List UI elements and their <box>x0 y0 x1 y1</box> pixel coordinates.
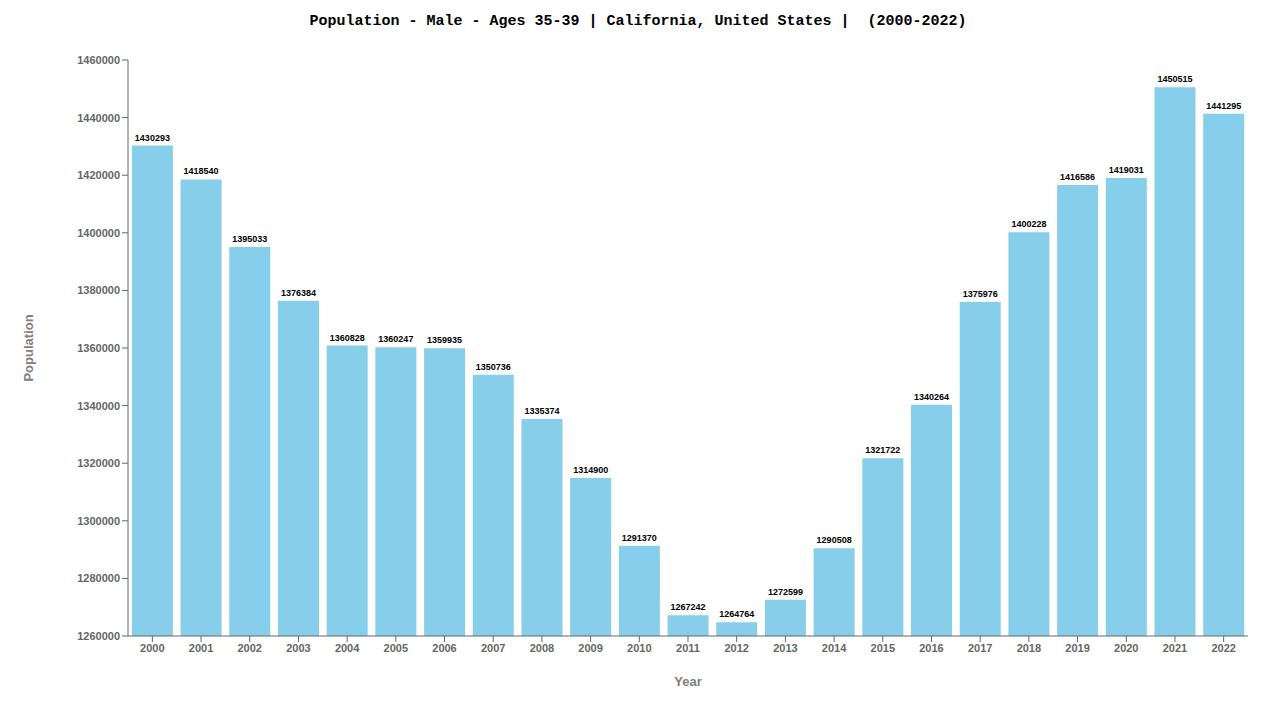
svg-text:2012: 2012 <box>724 642 748 654</box>
svg-text:1395033: 1395033 <box>232 234 267 244</box>
svg-text:2020: 2020 <box>1114 642 1138 654</box>
svg-text:1400228: 1400228 <box>1011 219 1046 229</box>
svg-text:2017: 2017 <box>968 642 992 654</box>
svg-text:1416586: 1416586 <box>1060 172 1095 182</box>
svg-text:1360247: 1360247 <box>378 334 413 344</box>
svg-text:2002: 2002 <box>237 642 261 654</box>
svg-text:1264764: 1264764 <box>719 609 754 619</box>
svg-text:1360828: 1360828 <box>330 333 365 343</box>
svg-text:2022: 2022 <box>1211 642 1235 654</box>
svg-text:2010: 2010 <box>627 642 651 654</box>
svg-text:2003: 2003 <box>286 642 310 654</box>
svg-text:1321722: 1321722 <box>865 445 900 455</box>
svg-text:1272599: 1272599 <box>768 587 803 597</box>
svg-text:1360000: 1360000 <box>77 342 120 354</box>
svg-text:2005: 2005 <box>384 642 408 654</box>
svg-text:Year: Year <box>674 674 701 689</box>
svg-text:1320000: 1320000 <box>77 457 120 469</box>
svg-text:1380000: 1380000 <box>77 284 120 296</box>
svg-text:1280000: 1280000 <box>77 572 120 584</box>
svg-text:1450515: 1450515 <box>1157 74 1192 84</box>
svg-text:1267242: 1267242 <box>671 602 706 612</box>
svg-text:1260000: 1260000 <box>77 630 120 642</box>
svg-text:1290508: 1290508 <box>817 535 852 545</box>
svg-text:1340000: 1340000 <box>77 400 120 412</box>
svg-text:1314900: 1314900 <box>573 465 608 475</box>
svg-text:2006: 2006 <box>432 642 456 654</box>
svg-text:2004: 2004 <box>335 642 360 654</box>
svg-text:2019: 2019 <box>1065 642 1089 654</box>
svg-text:2014: 2014 <box>822 642 847 654</box>
svg-text:Population: Population <box>21 314 36 381</box>
svg-text:1418540: 1418540 <box>184 166 219 176</box>
svg-text:2000: 2000 <box>140 642 164 654</box>
svg-text:1335374: 1335374 <box>524 406 559 416</box>
svg-text:2008: 2008 <box>530 642 554 654</box>
svg-text:1419031: 1419031 <box>1109 165 1144 175</box>
svg-text:2021: 2021 <box>1163 642 1187 654</box>
svg-text:2011: 2011 <box>676 642 700 654</box>
svg-text:1300000: 1300000 <box>77 515 120 527</box>
svg-text:1400000: 1400000 <box>77 227 120 239</box>
svg-text:2013: 2013 <box>773 642 797 654</box>
svg-text:1375976: 1375976 <box>963 289 998 299</box>
svg-text:1441295: 1441295 <box>1206 101 1241 111</box>
svg-text:1359935: 1359935 <box>427 335 462 345</box>
svg-text:2009: 2009 <box>578 642 602 654</box>
svg-text:2018: 2018 <box>1017 642 1041 654</box>
html-text:Population - Male - Ages 35-39: Population - Male - Ages 35-39 | Califor… <box>309 13 967 30</box>
svg-text:1291370: 1291370 <box>622 533 657 543</box>
svg-text:1350736: 1350736 <box>476 362 511 372</box>
svg-text:2001: 2001 <box>189 642 213 654</box>
svg-text:1420000: 1420000 <box>77 169 120 181</box>
svg-text:1440000: 1440000 <box>77 112 120 124</box>
svg-text:2016: 2016 <box>919 642 943 654</box>
svg-text:2015: 2015 <box>871 642 895 654</box>
svg-text:2007: 2007 <box>481 642 505 654</box>
svg-text:1376384: 1376384 <box>281 288 316 298</box>
svg-text:1340264: 1340264 <box>914 392 949 402</box>
svg-text:1460000: 1460000 <box>77 54 120 66</box>
svg-text:1430293: 1430293 <box>135 133 170 143</box>
